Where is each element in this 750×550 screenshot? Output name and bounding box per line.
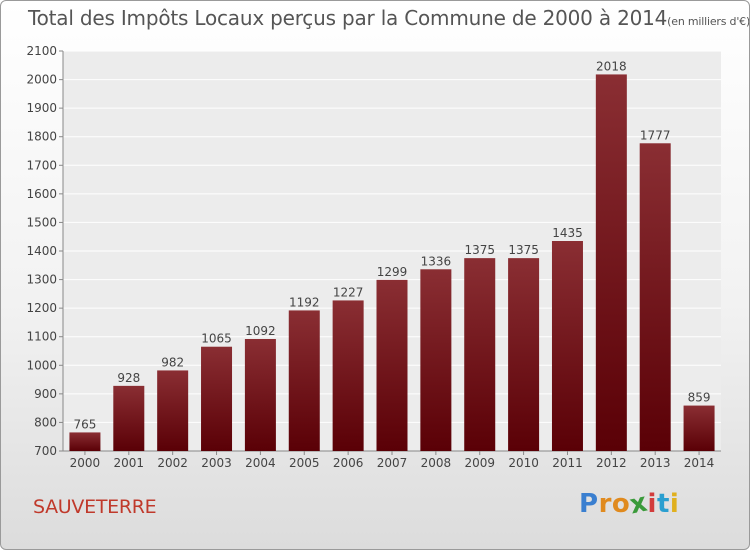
bar-2010 xyxy=(508,258,540,451)
data-label: 1435 xyxy=(552,226,583,240)
commune-name: SAUVETERRE xyxy=(33,496,157,518)
chart-title-text: Total des Impôts Locaux perçus par la Co… xyxy=(28,6,668,30)
x-tick-label: 2002 xyxy=(157,456,188,470)
data-label: 859 xyxy=(688,391,711,405)
x-tick-label: 2003 xyxy=(201,456,232,470)
logo-letter: i xyxy=(669,489,680,519)
bar-2009 xyxy=(464,258,496,451)
y-tick-label: 2100 xyxy=(26,44,57,58)
data-label: 1065 xyxy=(201,332,232,346)
bar-2005 xyxy=(288,310,320,451)
bar-2006 xyxy=(332,300,364,451)
bar-2002 xyxy=(157,370,189,451)
bar-2001 xyxy=(113,385,145,451)
bar-2011 xyxy=(551,241,583,451)
x-tick-label: 2007 xyxy=(377,456,408,470)
data-label: 928 xyxy=(117,371,140,385)
logo-letter: i xyxy=(647,489,657,519)
x-tick-label: 2005 xyxy=(289,456,320,470)
data-label: 1227 xyxy=(333,285,364,299)
data-label: 1375 xyxy=(464,243,495,257)
data-label: 765 xyxy=(73,417,96,431)
x-tick-label: 2012 xyxy=(596,456,627,470)
x-tick-label: 2014 xyxy=(684,456,715,470)
logo-letter: o xyxy=(611,489,631,519)
x-tick-label: 2013 xyxy=(640,456,671,470)
x-tick-label: 2009 xyxy=(464,456,495,470)
x-tick-label: 2000 xyxy=(70,456,101,470)
x-tick-label: 2010 xyxy=(508,456,539,470)
data-label: 1092 xyxy=(245,324,276,338)
data-label: 2018 xyxy=(596,59,627,73)
data-label: 1299 xyxy=(377,265,408,279)
logo-letter: P xyxy=(579,489,599,519)
y-tick-label: 1100 xyxy=(26,330,57,344)
y-tick-label: 1400 xyxy=(26,244,57,258)
proxiti-logo: Proxiti xyxy=(579,488,680,521)
data-label: 1192 xyxy=(289,295,320,309)
y-tick-label: 700 xyxy=(34,444,57,458)
y-tick-label: 1000 xyxy=(26,358,57,372)
x-tick-label: 2011 xyxy=(552,456,583,470)
x-tick-label: 2008 xyxy=(421,456,452,470)
y-tick-label: 1800 xyxy=(26,130,57,144)
bar-2007 xyxy=(376,279,408,451)
x-tick-label: 2001 xyxy=(114,456,145,470)
bar-2003 xyxy=(201,346,233,451)
logo-letter: r xyxy=(598,489,612,519)
bar-2000 xyxy=(69,432,101,451)
y-tick-label: 900 xyxy=(34,387,57,401)
y-tick-label: 800 xyxy=(34,415,57,429)
x-tick-label: 2006 xyxy=(333,456,364,470)
chart-title-unit: (en milliers d'€) xyxy=(667,15,750,28)
bar-2008 xyxy=(420,269,452,451)
y-tick-label: 1300 xyxy=(26,273,57,287)
data-label: 1336 xyxy=(421,254,452,268)
data-label: 982 xyxy=(161,355,184,369)
bar-2013 xyxy=(639,143,671,452)
y-tick-label: 1500 xyxy=(26,215,57,229)
x-tick-label: 2004 xyxy=(245,456,276,470)
bar-2014 xyxy=(683,405,715,451)
y-tick-label: 1200 xyxy=(26,301,57,315)
y-tick-label: 2000 xyxy=(26,73,57,87)
data-label: 1375 xyxy=(508,243,539,257)
bar-2004 xyxy=(244,339,276,451)
chart-title: Total des Impôts Locaux perçus par la Co… xyxy=(28,6,750,30)
logo-letter: t xyxy=(656,489,670,519)
y-tick-label: 1600 xyxy=(26,187,57,201)
data-label: 1777 xyxy=(640,128,671,142)
y-tick-label: 1900 xyxy=(26,101,57,115)
y-tick-label: 1700 xyxy=(26,158,57,172)
bar-2012 xyxy=(595,74,627,451)
